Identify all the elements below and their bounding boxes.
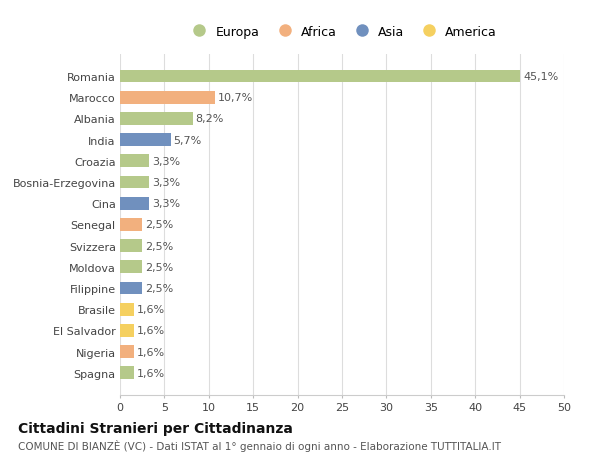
Bar [120,218,142,231]
Bar [120,92,215,104]
Bar [120,346,134,358]
Bar [120,367,134,379]
Bar [120,303,134,316]
Bar [120,176,149,189]
Text: 45,1%: 45,1% [523,72,559,82]
Bar [120,261,142,274]
Text: 3,3%: 3,3% [152,178,180,188]
Bar [120,282,142,295]
Text: 1,6%: 1,6% [137,347,165,357]
Text: 10,7%: 10,7% [218,93,253,103]
Text: 5,7%: 5,7% [173,135,202,146]
Text: 3,3%: 3,3% [152,157,180,167]
Legend: Europa, Africa, Asia, America: Europa, Africa, Asia, America [182,21,502,44]
Text: 1,6%: 1,6% [137,326,165,336]
Text: 3,3%: 3,3% [152,199,180,209]
Bar [120,71,520,83]
Bar [120,325,134,337]
Text: 1,6%: 1,6% [137,304,165,314]
Text: COMUNE DI BIANZÈ (VC) - Dati ISTAT al 1° gennaio di ogni anno - Elaborazione TUT: COMUNE DI BIANZÈ (VC) - Dati ISTAT al 1°… [18,439,501,451]
Text: 2,5%: 2,5% [145,283,173,293]
Text: 2,5%: 2,5% [145,220,173,230]
Text: 2,5%: 2,5% [145,241,173,251]
Text: Cittadini Stranieri per Cittadinanza: Cittadini Stranieri per Cittadinanza [18,421,293,436]
Text: 2,5%: 2,5% [145,262,173,272]
Bar [120,134,170,147]
Bar [120,240,142,252]
Text: 8,2%: 8,2% [196,114,224,124]
Bar [120,113,193,125]
Bar [120,197,149,210]
Bar [120,155,149,168]
Text: 1,6%: 1,6% [137,368,165,378]
